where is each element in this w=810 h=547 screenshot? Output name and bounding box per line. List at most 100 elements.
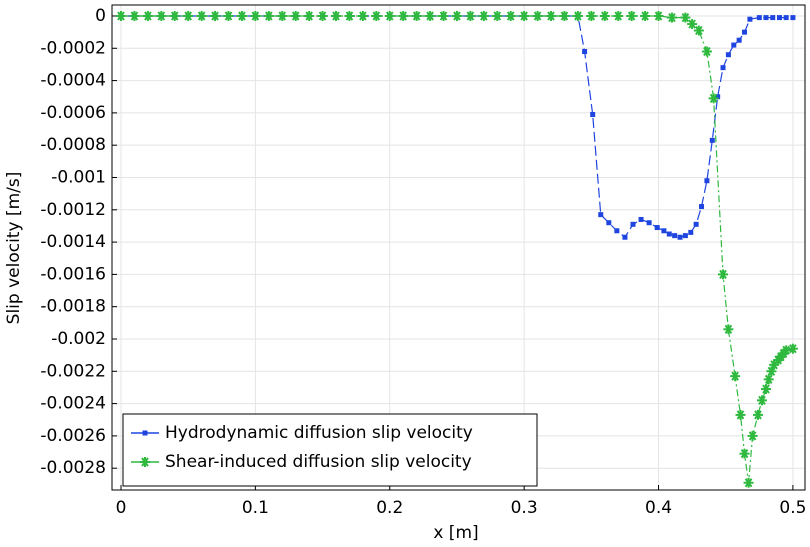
y-tick-label: -0.0014: [40, 232, 106, 252]
marker: [451, 10, 462, 21]
marker: [156, 10, 167, 21]
marker: [622, 234, 628, 240]
marker: [626, 10, 637, 21]
y-tick-label: -0.0022: [40, 361, 106, 381]
marker: [682, 233, 688, 239]
marker: [720, 65, 726, 71]
y-tick-label: -0.0028: [40, 458, 106, 478]
marker: [277, 10, 288, 21]
marker: [723, 324, 734, 335]
plot-frame: [111, 4, 806, 491]
marker: [263, 10, 274, 21]
marker: [787, 343, 798, 354]
y-tick-label: -0.0002: [40, 38, 106, 58]
marker: [701, 46, 712, 57]
x-tick-label: 0.5: [779, 498, 806, 518]
marker: [398, 10, 409, 21]
marker: [680, 12, 691, 23]
marker: [250, 10, 261, 21]
marker: [478, 10, 489, 21]
marker: [630, 221, 636, 227]
marker: [505, 10, 516, 21]
marker: [586, 10, 597, 21]
marker: [699, 204, 705, 210]
marker: [638, 216, 644, 222]
marker: [677, 234, 683, 240]
marker: [709, 137, 715, 143]
marker: [790, 15, 796, 21]
marker: [693, 221, 699, 227]
marker: [425, 10, 436, 21]
marker: [666, 12, 677, 23]
marker: [546, 10, 557, 21]
marker: [666, 231, 672, 237]
marker: [304, 10, 315, 21]
marker: [519, 10, 530, 21]
marker: [715, 94, 721, 100]
marker: [761, 384, 772, 395]
marker: [357, 10, 368, 21]
x-tick-label: 0.1: [242, 498, 269, 518]
marker: [708, 93, 719, 104]
y-tick-label: -0.0012: [40, 200, 106, 220]
marker: [572, 10, 583, 21]
marker: [756, 395, 767, 406]
legend-label: Hydrodynamic diffusion slip velocity: [165, 423, 473, 443]
marker: [606, 220, 612, 226]
marker: [532, 10, 543, 21]
marker: [661, 228, 667, 234]
y-tick-label: 0: [95, 6, 106, 26]
marker: [613, 10, 624, 21]
y-tick-label: -0.0024: [40, 394, 106, 414]
marker: [411, 10, 422, 21]
legend-label: Shear-induced diffusion slip velocity: [165, 452, 472, 472]
marker: [599, 10, 610, 21]
y-tick-label: -0.0006: [40, 103, 106, 123]
series-line: [121, 15, 794, 483]
x-axis-label: x [m]: [433, 523, 478, 543]
marker: [492, 10, 503, 21]
marker: [614, 228, 620, 234]
y-tick-label: -0.0004: [40, 71, 106, 91]
marker: [653, 10, 664, 21]
y-tick-label: -0.001: [51, 167, 106, 187]
marker: [742, 29, 748, 35]
marker: [763, 15, 769, 21]
marker: [438, 10, 449, 21]
y-axis-label: Slip velocity [m/s]: [4, 172, 24, 325]
marker: [770, 15, 776, 21]
marker: [756, 15, 762, 21]
marker: [116, 10, 127, 21]
marker: [169, 10, 180, 21]
marker: [465, 10, 476, 21]
marker: [687, 19, 698, 30]
marker: [640, 10, 651, 21]
y-tick-label: -0.0008: [40, 135, 106, 155]
marker: [183, 10, 194, 21]
series-line: [121, 15, 793, 239]
marker: [776, 15, 782, 21]
marker: [559, 10, 570, 21]
marker: [736, 37, 742, 43]
marker: [725, 52, 731, 58]
marker: [129, 10, 140, 21]
marker: [747, 430, 758, 441]
marker: [210, 10, 221, 21]
marker: [739, 448, 750, 459]
legend-box: [122, 413, 538, 487]
marker: [752, 409, 763, 420]
marker: [290, 10, 301, 21]
x-tick-label: 0: [116, 498, 127, 518]
marker: [735, 409, 746, 420]
y-tick-label: -0.002: [51, 329, 106, 349]
marker: [384, 10, 395, 21]
marker: [731, 42, 737, 48]
y-tick-label: -0.0018: [40, 297, 106, 317]
marker: [196, 10, 207, 21]
marker: [582, 49, 588, 55]
x-tick-label: 0.3: [511, 498, 538, 518]
x-tick-label: 0.2: [376, 498, 403, 518]
marker: [236, 10, 247, 21]
marker: [693, 25, 704, 36]
